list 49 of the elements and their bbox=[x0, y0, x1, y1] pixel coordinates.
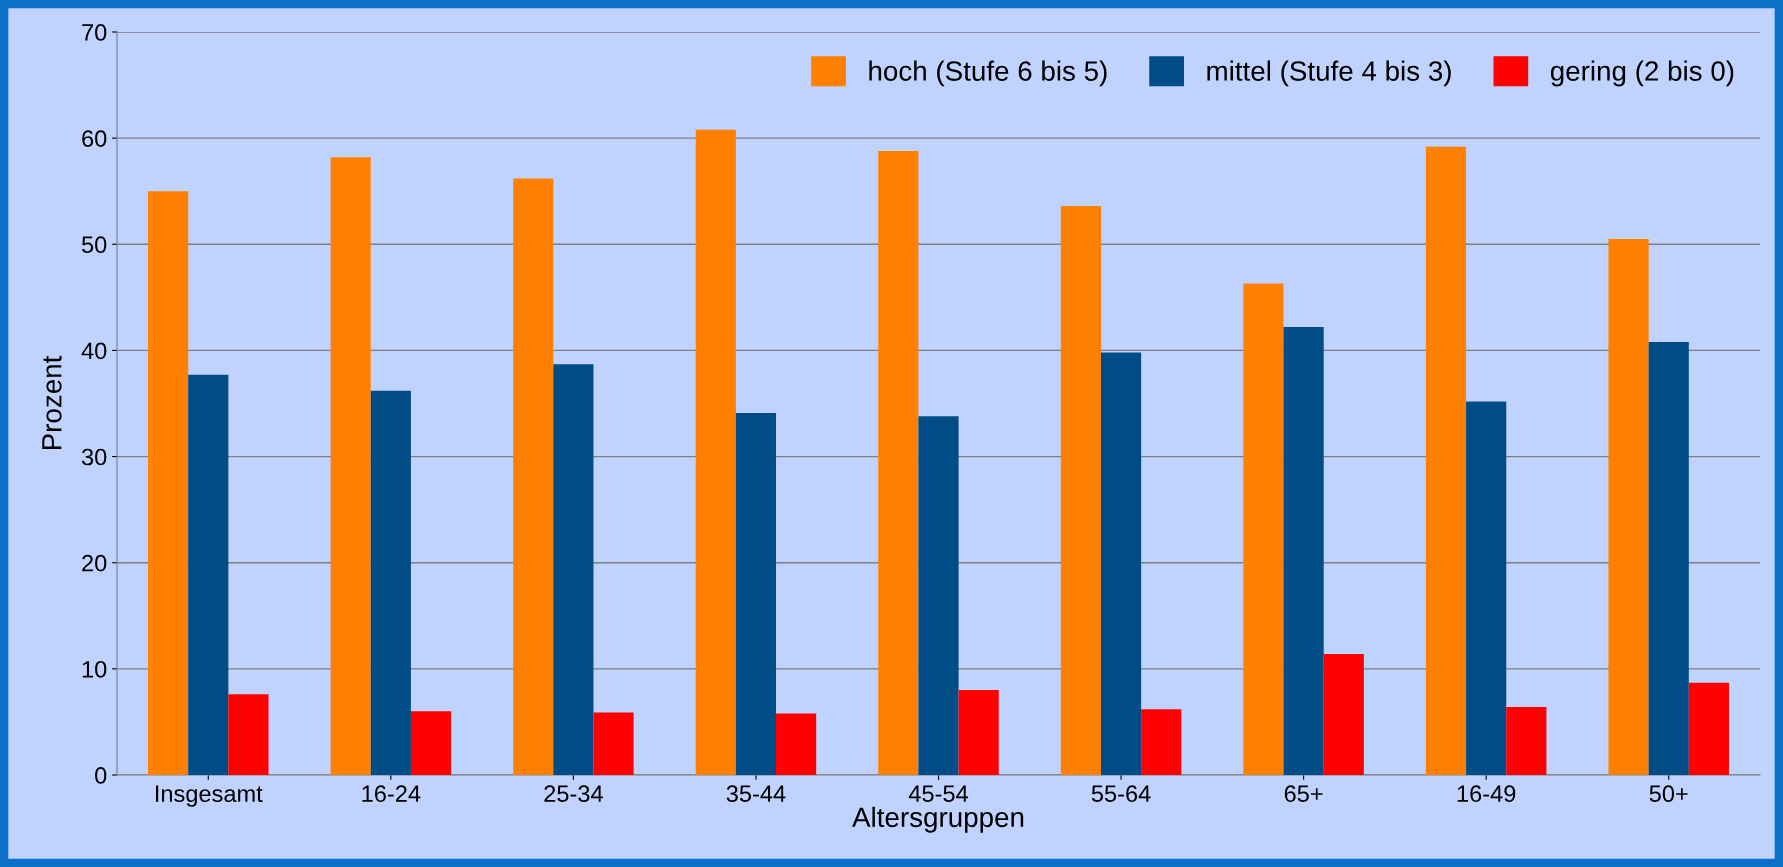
x-tick-label: 45-54 bbox=[908, 785, 969, 803]
x-tick-label: 50+ bbox=[1649, 785, 1688, 803]
x-tick-label: 55-64 bbox=[1091, 785, 1151, 803]
y-tick-label: 30 bbox=[81, 448, 107, 466]
y-axis-title: Prozent bbox=[42, 355, 62, 450]
bar bbox=[695, 129, 736, 775]
bar bbox=[188, 374, 229, 775]
bar bbox=[1141, 709, 1182, 775]
bar bbox=[1648, 341, 1689, 775]
bar bbox=[1243, 283, 1284, 775]
y-tick-label: 40 bbox=[81, 342, 107, 360]
bar bbox=[1608, 238, 1649, 775]
bar bbox=[370, 390, 411, 775]
bar bbox=[776, 713, 817, 775]
bar bbox=[1323, 654, 1364, 775]
bar bbox=[918, 416, 959, 775]
bar bbox=[148, 191, 189, 775]
bar bbox=[1100, 352, 1142, 775]
bar bbox=[1466, 401, 1507, 775]
x-axis-title: Altersgruppen bbox=[852, 806, 1024, 833]
bar bbox=[228, 694, 269, 775]
bar bbox=[513, 178, 554, 775]
legend-label: hoch (Stufe 6 bis 5) bbox=[869, 60, 1107, 87]
y-tick-label: 10 bbox=[82, 660, 107, 678]
bar bbox=[553, 364, 594, 775]
x-tick-label: 25-34 bbox=[544, 785, 603, 803]
y-tick-label: 50 bbox=[81, 236, 107, 254]
bar bbox=[735, 413, 777, 775]
bar bbox=[410, 711, 452, 775]
legend-label: mittel (Stufe 4 bis 3) bbox=[1207, 60, 1451, 87]
y-tick-label: 20 bbox=[82, 554, 107, 572]
bar bbox=[1688, 682, 1729, 775]
bar bbox=[1060, 206, 1101, 775]
x-tick-label: 65+ bbox=[1284, 785, 1323, 803]
y-tick-label: 70 bbox=[82, 24, 107, 41]
bar bbox=[878, 150, 919, 775]
y-tick-label: 0 bbox=[95, 767, 107, 784]
y-tick-label: 60 bbox=[82, 130, 107, 147]
bar bbox=[958, 690, 999, 775]
legend-label: gering (2 bis 0) bbox=[1550, 60, 1734, 87]
x-tick-label: 35-44 bbox=[726, 785, 786, 803]
bar bbox=[593, 712, 634, 775]
x-tick-label: 16-49 bbox=[1457, 785, 1516, 803]
x-tick-label: Insgesamt bbox=[156, 785, 263, 807]
bar bbox=[330, 157, 371, 775]
bar bbox=[1283, 327, 1324, 775]
bar bbox=[1425, 146, 1467, 775]
bar bbox=[1506, 707, 1547, 775]
x-tick-label: 16-24 bbox=[362, 785, 421, 803]
